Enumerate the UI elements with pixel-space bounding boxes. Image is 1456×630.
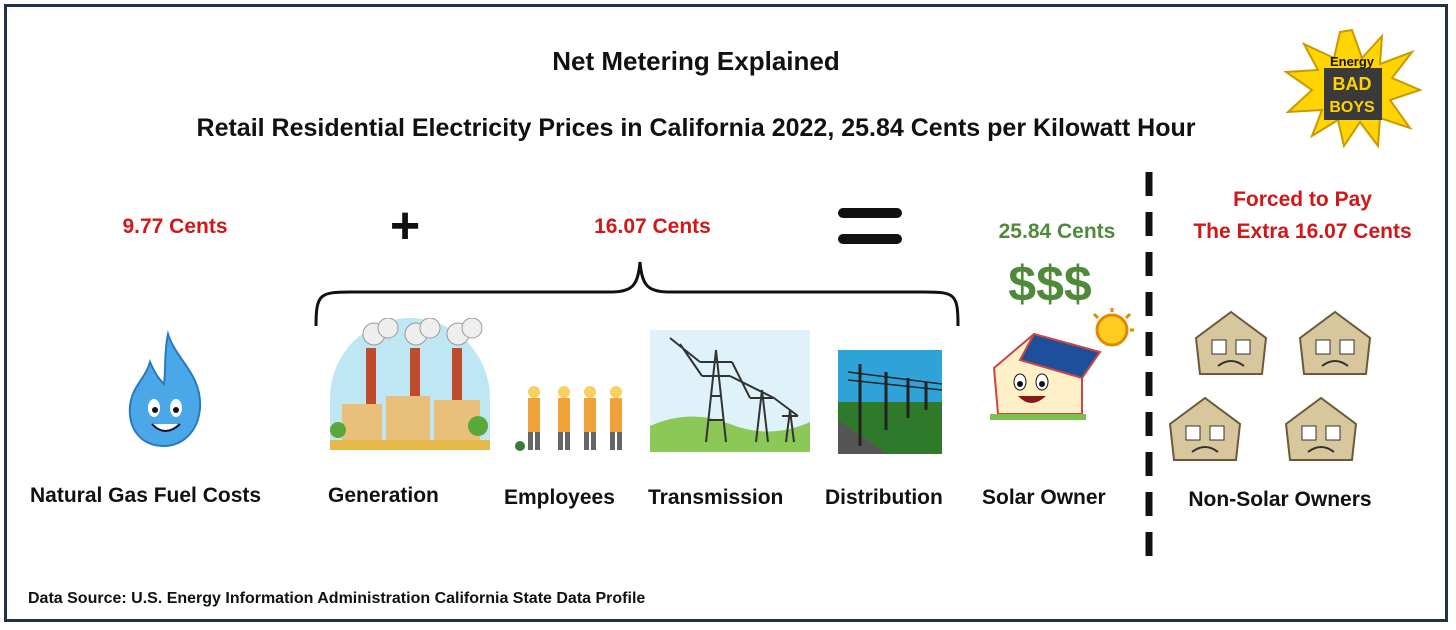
- natural-gas-label: Natural Gas Fuel Costs: [30, 484, 262, 507]
- workers-icon: [514, 382, 634, 454]
- diagram-frame: [4, 4, 1448, 622]
- energy-bad-boys-logo: Energy BAD BOYS: [1282, 28, 1423, 149]
- page-title: Net Metering Explained: [552, 46, 840, 76]
- total-value: 25.84 Cents: [998, 220, 1116, 243]
- flame-icon: [116, 330, 216, 450]
- solar-house-icon: [990, 308, 1140, 438]
- logo-bad-text: BAD: [1333, 74, 1372, 94]
- dollar-signs: $$$: [1008, 256, 1092, 312]
- forced-to-pay-line1: Forced to Pay: [1233, 188, 1372, 211]
- data-source-note: Data Source: U.S. Energy Information Adm…: [28, 590, 646, 607]
- transmission-tower-icon: [650, 330, 810, 452]
- sad-house-icon: [1192, 310, 1270, 376]
- transmission-label: Transmission: [648, 486, 784, 509]
- employees-label: Employees: [504, 486, 615, 509]
- distribution-poles-icon: [838, 350, 943, 454]
- non-solar-owners-label: Non-Solar Owners: [1188, 488, 1372, 511]
- cost-brace: [314, 261, 960, 327]
- sad-house-icon: [1166, 396, 1244, 462]
- page-subtitle: Retail Residential Electricity Prices in…: [196, 114, 1196, 142]
- logo-boys-text: BOYS: [1329, 99, 1375, 116]
- plus-sign: +: [389, 197, 421, 255]
- distribution-label: Distribution: [825, 486, 943, 509]
- forced-to-pay-line2: The Extra 16.07 Cents: [1193, 220, 1412, 243]
- generation-label: Generation: [328, 484, 439, 507]
- equals-sign: [838, 208, 904, 244]
- fuel-cost-value: 9.77 Cents: [122, 215, 228, 238]
- logo-energy-text: Energy: [1330, 54, 1375, 69]
- sad-house-icon: [1282, 396, 1360, 462]
- solar-owner-label: Solar Owner: [982, 486, 1106, 509]
- power-plant-icon: [326, 317, 494, 456]
- divider-dashed: [1144, 172, 1154, 572]
- other-costs-value: 16.07 Cents: [594, 215, 711, 238]
- sad-house-icon: [1296, 310, 1374, 376]
